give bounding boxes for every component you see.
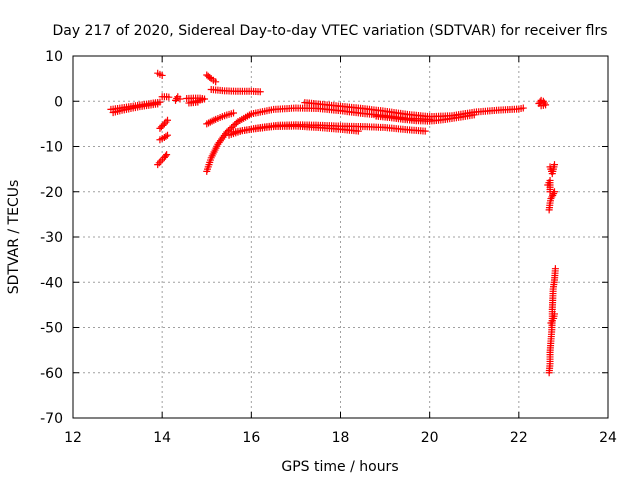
series-arc-v [547,310,558,327]
data-point [157,157,165,165]
series-arc-q [535,96,550,110]
data-point [551,161,558,169]
y-tick-label: -40 [40,275,63,291]
data-point [226,125,234,133]
x-tick-label: 14 [153,430,171,446]
data-point [154,100,162,108]
y-tick-label: 0 [54,94,63,110]
data-point [164,116,172,124]
series-arc-h [183,94,209,107]
x-tick-label: 16 [242,430,260,446]
series-arc-e [156,131,172,144]
data-point [228,124,236,132]
data-point [162,132,170,140]
y-tick-label: -30 [40,230,63,246]
data-point [536,98,544,106]
series-arc-i [203,71,220,86]
data-point [163,151,171,159]
data-point [158,71,166,79]
data-point [212,78,220,86]
series-arc-d [156,116,172,132]
x-tick-label: 22 [510,430,528,446]
data-series [107,69,559,377]
data-point [194,98,202,106]
data-point [537,102,545,110]
data-point [354,127,362,135]
data-point [421,127,429,135]
y-tick-label: -20 [40,185,63,201]
series-arc-t [545,188,558,214]
series-arc-f [154,151,171,169]
x-tick-label: 18 [332,430,350,446]
data-point [155,159,163,167]
chart-title: Day 217 of 2020, Sidereal Day-to-day VTE… [52,23,607,39]
data-point [551,188,558,196]
data-point [154,161,162,169]
y-tick-label: -50 [40,321,63,337]
x-tick-label: 20 [421,430,439,446]
series-arc-g [172,93,184,104]
series-arc-c [158,93,173,101]
data-point [231,121,239,129]
y-tick-label: -70 [40,411,63,427]
data-point [230,109,237,117]
data-point [224,127,232,135]
data-point [159,121,167,129]
axis-ticks: 12 14 16 18 20 22 24 10 0 -10 -20 -30 -40 -50 -60 -70 [40,49,617,446]
data-point [165,93,173,101]
series-arc-j [207,85,264,96]
data-point [162,152,170,160]
y-axis-label: SDTVAR / TECUs [6,180,22,295]
data-point [176,95,184,103]
data-point [519,104,527,112]
series-arc-n [230,122,362,136]
x-tick-label: 12 [64,430,82,446]
series-arc-b [154,69,166,79]
series-arc-k [203,109,237,128]
y-tick-label: 10 [45,49,63,65]
data-point [206,73,214,81]
series-arc-a2 [109,100,162,117]
data-point [256,88,264,96]
data-point [551,310,558,318]
series-arc-p [372,111,478,125]
data-point [229,122,237,130]
x-tick-label: 24 [599,430,617,446]
data-point [470,111,478,119]
y-tick-label: -10 [40,140,63,156]
data-point [232,119,240,127]
data-point [157,123,165,131]
data-point [551,265,559,273]
data-point [156,124,164,132]
series-arc-r [546,161,558,178]
y-tick-label: -60 [40,366,63,382]
data-point [164,131,172,139]
x-axis-label: GPS time / hours [281,459,398,475]
